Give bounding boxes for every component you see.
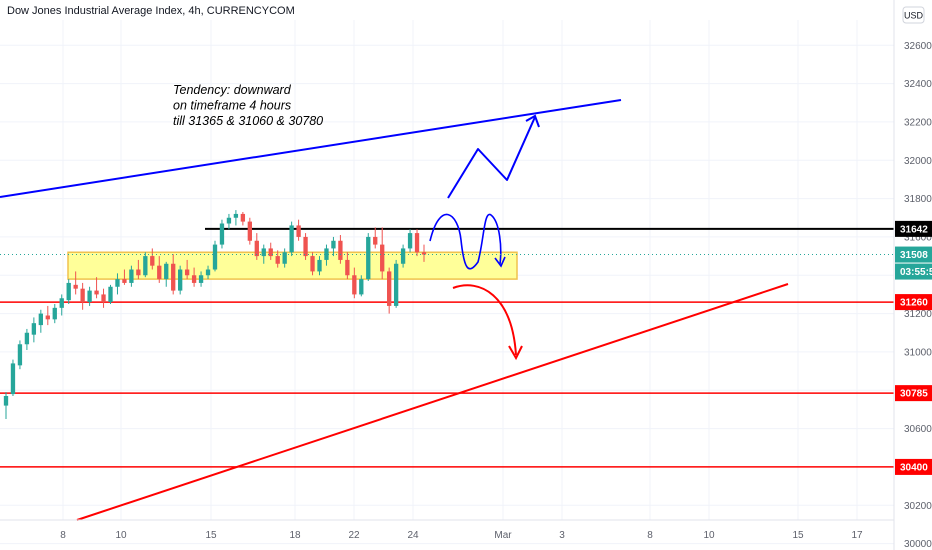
candle-body[interactable] [164, 264, 168, 279]
candle-body[interactable] [74, 285, 78, 289]
candle-body[interactable] [129, 270, 133, 283]
candle-body[interactable] [80, 289, 84, 302]
candle-body[interactable] [310, 256, 314, 271]
price-tick-label: 30000 [904, 539, 932, 550]
time-tick-label: 15 [792, 530, 804, 541]
candle-body[interactable] [289, 225, 293, 252]
candle-body[interactable] [262, 248, 266, 256]
candle-body[interactable] [25, 333, 29, 344]
time-tick-label: 17 [851, 530, 863, 541]
candle-body[interactable] [359, 279, 363, 294]
price-tick-label: 32200 [904, 117, 932, 128]
candle-body[interactable] [108, 287, 112, 302]
candle-body[interactable] [415, 233, 419, 252]
time-tick-label: 15 [205, 530, 217, 541]
candle-body[interactable] [122, 279, 126, 283]
candle-body[interactable] [101, 294, 105, 302]
candle-body[interactable] [150, 256, 154, 266]
price-tag-label: 03:55:58 [900, 267, 932, 278]
candle-body[interactable] [67, 283, 71, 300]
candle-body[interactable] [317, 260, 321, 271]
price-tick-label: 31200 [904, 309, 932, 320]
candle-body[interactable] [18, 344, 22, 365]
candle-body[interactable] [213, 245, 217, 270]
consolidation-zone [68, 252, 517, 279]
candle-body[interactable] [241, 214, 245, 222]
candle-body[interactable] [380, 245, 384, 272]
candle-body[interactable] [39, 314, 43, 325]
time-tick-label: 10 [115, 530, 127, 541]
candle-body[interactable] [387, 271, 391, 305]
candle-body[interactable] [185, 270, 189, 276]
chart-title: Dow Jones Industrial Average Index, 4h, … [7, 5, 295, 17]
candle-body[interactable] [331, 241, 335, 249]
candle-body[interactable] [338, 241, 342, 260]
candle-body[interactable] [345, 260, 349, 275]
candle-body[interactable] [199, 275, 203, 283]
candle-body[interactable] [157, 266, 161, 279]
candle-body[interactable] [366, 237, 370, 279]
candle-body[interactable] [234, 214, 238, 218]
candle-body[interactable] [32, 323, 36, 334]
time-tick-label: 24 [407, 530, 419, 541]
candle-body[interactable] [248, 222, 252, 241]
time-tick-label: 22 [348, 530, 360, 541]
candle-body[interactable] [192, 275, 196, 283]
price-tag-label: 30785 [900, 389, 928, 400]
candle-body[interactable] [227, 218, 231, 224]
time-tick-label: Mar [494, 530, 512, 541]
price-tag-label: 31508 [900, 250, 928, 261]
price-tick-label: 32000 [904, 156, 932, 167]
candle-body[interactable] [53, 308, 57, 319]
candle-body[interactable] [373, 237, 377, 245]
price-tick-label: 31000 [904, 347, 932, 358]
candle-body[interactable] [11, 363, 15, 394]
price-tag-label: 30400 [900, 462, 928, 473]
candle-body[interactable] [94, 291, 98, 295]
annotation-text-line: Tendency: downward [173, 83, 292, 97]
price-tick-label: 31800 [904, 194, 932, 205]
candle-body[interactable] [276, 256, 280, 264]
candle-body[interactable] [220, 224, 224, 245]
candle-body[interactable] [296, 225, 300, 236]
time-tick-label: 8 [60, 530, 66, 541]
candle-body[interactable] [143, 256, 147, 275]
annotation-text-line: on timeframe 4 hours [173, 99, 291, 113]
price-tick-label: 32600 [904, 41, 932, 52]
candle-body[interactable] [283, 252, 287, 263]
candle-body[interactable] [352, 275, 356, 294]
candle-body[interactable] [136, 270, 140, 276]
candle-body[interactable] [60, 298, 64, 308]
price-tick-label: 30600 [904, 424, 932, 435]
price-tag-label: 31260 [900, 298, 928, 309]
lower-trendline[interactable] [77, 284, 788, 520]
price-tick-label: 30200 [904, 501, 932, 512]
candle-body[interactable] [303, 237, 307, 256]
candle-body[interactable] [87, 291, 91, 302]
candle-body[interactable] [115, 279, 119, 287]
projection-down-path[interactable] [453, 285, 516, 355]
candle-body[interactable] [171, 264, 175, 291]
time-tick-label: 18 [289, 530, 301, 541]
candle-body[interactable] [178, 270, 182, 291]
time-tick-label: 8 [647, 530, 653, 541]
price-tick-label: 32400 [904, 79, 932, 90]
price-tag-label: 31642 [900, 224, 928, 235]
candle-body[interactable] [408, 233, 412, 248]
candle-body[interactable] [4, 396, 8, 406]
candle-body[interactable] [255, 241, 259, 256]
time-tick-label: 10 [703, 530, 715, 541]
time-tick-label: 3 [559, 530, 565, 541]
candle-body[interactable] [394, 264, 398, 306]
annotation-text-line: till 31365 & 31060 & 30780 [173, 114, 323, 128]
candle-body[interactable] [46, 316, 50, 320]
candle-body[interactable] [206, 270, 210, 276]
candle-body[interactable] [401, 248, 405, 263]
usd-button-label: USD [904, 11, 924, 21]
projection-up-path[interactable] [448, 117, 535, 198]
